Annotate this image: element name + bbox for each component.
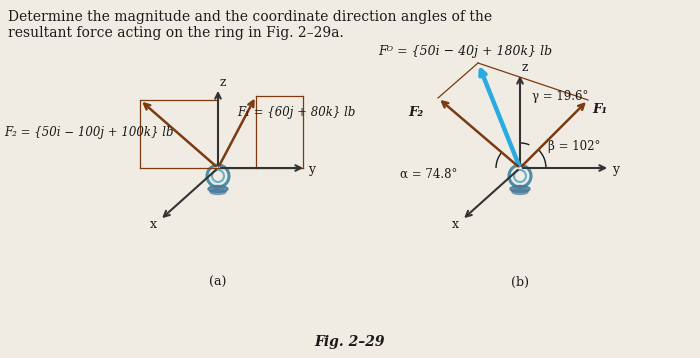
Ellipse shape — [512, 189, 528, 194]
Ellipse shape — [510, 185, 530, 193]
Text: α = 74.8°: α = 74.8° — [400, 168, 457, 181]
Text: (a): (a) — [209, 276, 227, 289]
Text: F₂: F₂ — [408, 106, 423, 119]
Text: F₁ = {60j + 80k} lb: F₁ = {60j + 80k} lb — [237, 106, 356, 119]
Text: (b): (b) — [511, 276, 529, 289]
Text: Fᴼ = {50i − 40j + 180k} lb: Fᴼ = {50i − 40j + 180k} lb — [378, 45, 552, 58]
Text: β = 102°: β = 102° — [548, 140, 601, 153]
Ellipse shape — [208, 185, 228, 193]
Text: F₁: F₁ — [592, 103, 607, 116]
Text: z: z — [522, 61, 528, 74]
Text: x: x — [150, 218, 157, 231]
Ellipse shape — [210, 189, 226, 194]
Text: y: y — [612, 163, 619, 176]
Text: x: x — [452, 218, 459, 231]
Text: Fig. 2–29: Fig. 2–29 — [315, 335, 385, 349]
Text: γ = 19.6°: γ = 19.6° — [532, 90, 589, 103]
Text: F₂ = {50i − 100j + 100k} lb: F₂ = {50i − 100j + 100k} lb — [4, 126, 174, 139]
Text: Determine the magnitude and the coordinate direction angles of the: Determine the magnitude and the coordina… — [8, 10, 492, 24]
Text: z: z — [220, 76, 227, 89]
Text: resultant force acting on the ring in Fig. 2–29a.: resultant force acting on the ring in Fi… — [8, 26, 344, 40]
Text: y: y — [308, 163, 315, 176]
